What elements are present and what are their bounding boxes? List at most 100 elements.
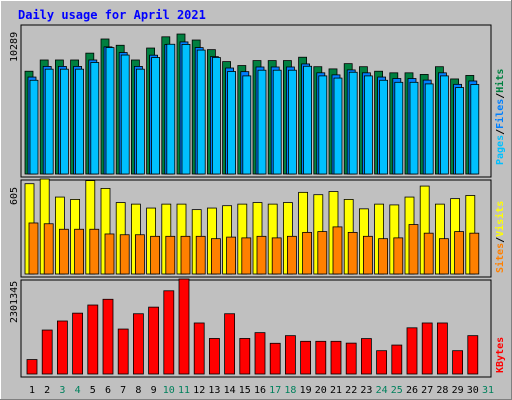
x-label-day-22: 22 (345, 385, 357, 396)
x-label-day-14: 14 (224, 385, 236, 396)
bar-kbytes-30 (467, 335, 479, 375)
bar-pages-15 (242, 75, 252, 175)
legend-visits: Visits (494, 201, 506, 237)
bar-pages-6 (105, 47, 115, 175)
bar-pages-12 (196, 49, 206, 175)
bar-sites-19 (302, 231, 313, 275)
legend-sep-3: / (495, 237, 506, 243)
bar-kbytes-5 (87, 304, 99, 375)
y-max-label-top: 10289 (9, 32, 20, 62)
bar-kbytes-19 (300, 340, 312, 375)
bar-sites-25 (393, 237, 404, 275)
bar-sites-22 (347, 231, 358, 275)
x-label-day-24: 24 (376, 385, 388, 396)
x-label-day-23: 23 (360, 385, 372, 396)
bar-kbytes-18 (284, 335, 296, 375)
bar-sites-15 (241, 237, 252, 275)
bar-pages-26 (409, 81, 419, 175)
bar-sites-24 (378, 238, 389, 275)
x-label-day-20: 20 (315, 385, 327, 396)
bar-pages-9 (151, 57, 161, 175)
bar-pages-7 (120, 54, 130, 175)
bar-sites-26 (408, 224, 419, 275)
bar-sites-11 (180, 235, 191, 275)
x-label-day-6: 6 (105, 385, 111, 396)
bar-pages-17 (272, 69, 282, 175)
bar-kbytes-28 (436, 322, 448, 375)
x-label-day-1: 1 (29, 385, 35, 396)
bar-sites-4 (74, 228, 84, 275)
bar-sites-28 (438, 238, 449, 275)
x-label-day-5: 5 (90, 385, 96, 396)
bar-pages-25 (394, 81, 404, 175)
bar-kbytes-23 (360, 338, 372, 375)
bar-sites-9 (150, 235, 161, 275)
y-max-label-bot: 2301345 (9, 281, 20, 323)
bar-sites-2 (43, 223, 54, 275)
bar-kbytes-15 (239, 338, 251, 375)
bar-pages-27 (424, 83, 434, 175)
bar-kbytes-26 (406, 327, 418, 375)
bar-kbytes-25 (391, 344, 403, 375)
legend-pages: Pages (495, 135, 506, 165)
chart-title: Daily usage for April 2021 (18, 8, 206, 22)
bars-mid (24, 178, 480, 275)
bar-kbytes-20 (315, 340, 327, 375)
x-label-day-21: 21 (330, 385, 342, 396)
x-label-day-19: 19 (300, 385, 312, 396)
bar-pages-18 (287, 69, 297, 175)
bar-pages-28 (439, 75, 449, 175)
legend-sep-2: / (495, 93, 506, 99)
x-label-day-26: 26 (406, 385, 418, 396)
bar-pages-8 (135, 68, 145, 175)
bar-sites-13 (210, 238, 221, 275)
x-label-day-30: 30 (467, 385, 479, 396)
bar-pages-2 (44, 68, 54, 175)
x-label-day-15: 15 (239, 385, 251, 396)
bar-kbytes-3 (57, 320, 68, 375)
bars-bot (26, 278, 479, 375)
bar-kbytes-29 (452, 350, 464, 375)
bar-kbytes-13 (208, 338, 220, 375)
bar-pages-13 (211, 57, 221, 175)
bar-sites-8 (134, 234, 145, 275)
bar-kbytes-12 (193, 322, 205, 375)
legend-bot: KBytes (495, 337, 506, 373)
bar-pages-16 (257, 69, 267, 175)
bar-pages-11 (181, 44, 191, 175)
bar-sites-1 (28, 222, 39, 275)
x-label-day-7: 7 (120, 385, 126, 396)
legend-files: Files (494, 99, 506, 129)
bar-sites-10 (165, 235, 176, 275)
legend-hits: Hits (494, 69, 506, 93)
bar-sites-29 (454, 231, 465, 275)
x-label-day-4: 4 (75, 385, 81, 396)
legend-sep-1: / (495, 129, 506, 135)
x-label-day-16: 16 (254, 385, 266, 396)
bar-pages-24 (379, 79, 389, 175)
bar-pages-1 (29, 79, 39, 175)
bar-pages-29 (455, 87, 465, 175)
bar-kbytes-9 (148, 306, 160, 375)
x-label-day-25: 25 (391, 385, 403, 396)
bar-sites-14 (226, 236, 237, 275)
bar-sites-23 (362, 235, 373, 275)
x-label-day-2: 2 (44, 385, 50, 396)
bar-kbytes-22 (345, 342, 357, 375)
legend-kbytes: KBytes (495, 337, 506, 373)
bar-kbytes-8 (132, 313, 144, 375)
bar-kbytes-10 (163, 290, 175, 375)
bar-kbytes-17 (269, 342, 281, 375)
bar-sites-17 (271, 237, 282, 275)
bar-sites-3 (59, 228, 69, 275)
x-label-day-9: 9 (151, 385, 157, 396)
bar-kbytes-4 (72, 312, 83, 375)
x-label-day-13: 13 (208, 385, 220, 396)
bar-pages-5 (90, 62, 100, 175)
x-label-day-18: 18 (284, 385, 296, 396)
bar-kbytes-16 (254, 332, 266, 375)
bar-kbytes-2 (41, 329, 53, 375)
legend-sites: Sites (494, 243, 506, 273)
bar-pages-19 (303, 65, 313, 175)
bar-pages-14 (227, 71, 237, 175)
